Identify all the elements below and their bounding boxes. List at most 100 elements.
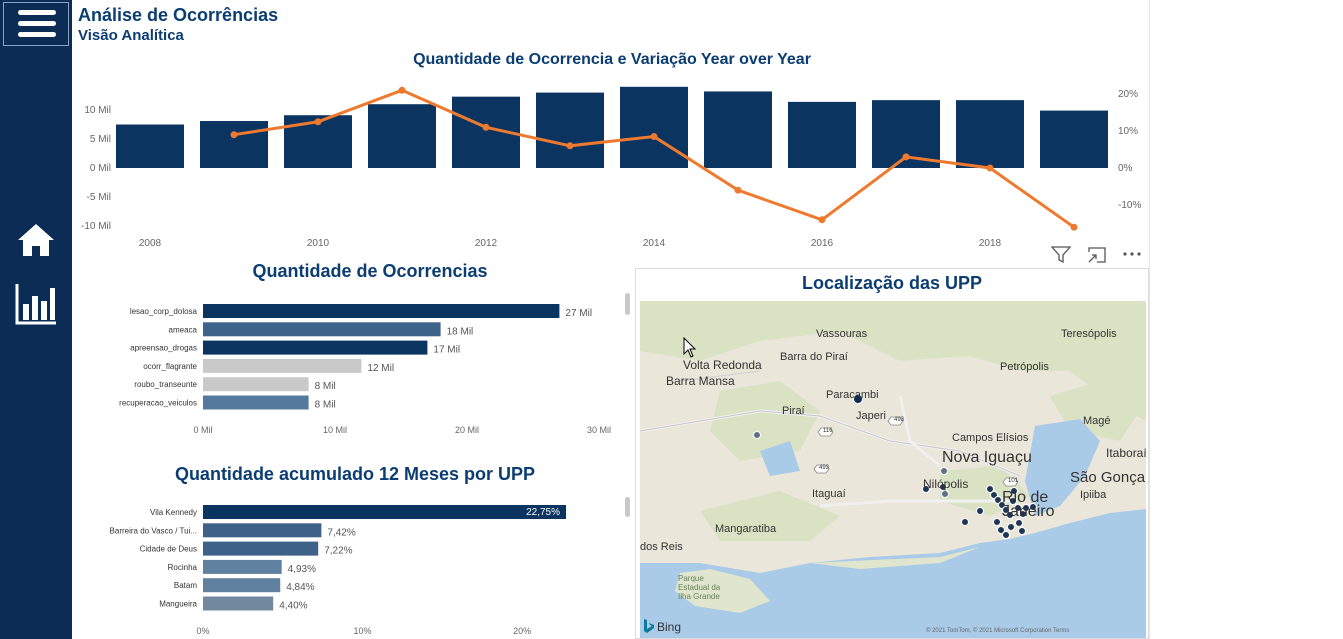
x-axis-tick: 20 Mil <box>455 425 479 435</box>
x-axis-tick: 2016 <box>811 238 834 249</box>
bar <box>203 505 567 519</box>
data-label: 7,42% <box>327 527 355 538</box>
map-label: Barra do Piraí <box>780 351 848 363</box>
map-label: Magé <box>1083 415 1111 427</box>
category-label: ameaca <box>169 325 198 334</box>
upp-chart-title: Quantidade acumulado 12 Meses por UPP <box>174 464 536 484</box>
upp-map[interactable]: Vassouras Teresópolis Volta Redonda Barr… <box>640 301 1146 638</box>
category-label: ocorr_flagrante <box>143 362 197 371</box>
map-attribution[interactable]: © 2021 TomTom, © 2021 Microsoft Corporat… <box>926 628 1070 634</box>
bar <box>1040 110 1108 168</box>
map-road-shield: 493 <box>894 417 905 423</box>
x-axis-tick: 2010 <box>307 238 330 249</box>
top-chart-title: Quantidade de Ocorrencia e Variação Year… <box>413 51 811 68</box>
yoy-point <box>650 133 658 141</box>
bar <box>620 86 688 168</box>
yoy-point <box>566 142 574 150</box>
data-label: 17 Mil <box>433 345 460 356</box>
map-label: Parque Estadual da Ilha Grande <box>678 574 721 601</box>
yoy-point <box>314 118 322 126</box>
bar <box>203 559 282 574</box>
left-axis-tick: -10 Mil <box>81 221 111 232</box>
map-road-shield: 101 <box>1008 478 1019 484</box>
category-label: Barreira do Vasco / Tui... <box>110 526 197 535</box>
filter-icon[interactable] <box>1050 246 1072 269</box>
home-icon[interactable] <box>14 220 58 265</box>
menu-icon[interactable] <box>3 2 69 46</box>
data-label: 4,40% <box>279 601 307 612</box>
data-label: 27 Mil <box>565 308 592 319</box>
category-label: Vila Kennedy <box>150 508 197 517</box>
bar <box>203 304 560 318</box>
upp-markers <box>753 394 1037 539</box>
data-label: 8 Mil <box>315 400 336 411</box>
x-axis-tick: 0% <box>196 626 209 636</box>
bar <box>956 100 1024 168</box>
canvas-divider <box>1149 0 1150 639</box>
yoy-point <box>734 186 742 194</box>
left-axis-tick: 10 Mil <box>84 105 111 116</box>
bar <box>788 101 856 168</box>
map-label: Campos Elísios <box>952 432 1029 444</box>
data-label: 4,93% <box>288 564 316 575</box>
x-axis-tick: 10 Mil <box>323 425 347 435</box>
occurrences-bar-chart: lesao_corp_dolosa 27 Mil ameaca 18 Mil apree… <box>119 304 611 435</box>
bar <box>116 124 184 168</box>
bar <box>203 596 274 611</box>
yoy-point <box>398 86 406 94</box>
category-label: Rocinha <box>168 563 198 572</box>
map-label: Vassouras <box>816 328 868 340</box>
category-label: Mangueira <box>159 600 197 609</box>
category-label: roubo_transeunte <box>134 380 197 389</box>
occurrences-chart-title: Quantidade de Ocorrencias <box>252 261 488 281</box>
bar <box>203 578 281 593</box>
data-label: 4,84% <box>286 582 314 593</box>
bing-logo-icon <box>642 618 656 638</box>
map-label: Piraí <box>782 405 805 417</box>
upp-scrollbar[interactable] <box>625 497 630 517</box>
yoy-point <box>902 153 910 161</box>
left-axis-tick: -5 Mil <box>87 192 111 203</box>
more-options-icon[interactable] <box>1122 246 1144 267</box>
data-label: 8 Mil <box>315 381 336 392</box>
map-label: Volta Redonda <box>683 358 762 372</box>
bar <box>203 523 322 538</box>
bing-label: Bing <box>657 620 682 634</box>
yoy-combo-chart: 10 Mil 5 Mil 0 Mil -5 Mil -10 Mil 20% 10% 0% -10… <box>81 86 1141 249</box>
map-label: Petrópolis <box>1000 361 1049 373</box>
yoy-point <box>986 164 994 172</box>
data-label: 18 Mil <box>447 326 474 337</box>
category-label: recuperacao_veiculos <box>119 399 197 408</box>
bar <box>203 322 441 337</box>
bar <box>203 377 309 392</box>
occurrences-scrollbar[interactable] <box>625 293 630 315</box>
bar <box>203 395 309 410</box>
x-axis-tick: 0 Mil <box>193 425 212 435</box>
map-label: Nova Iguaçu <box>942 449 1032 466</box>
x-axis-tick: 10% <box>354 626 372 636</box>
data-label: 7,22% <box>324 546 352 557</box>
category-label: apreensao_drogas <box>130 344 197 353</box>
sidebar <box>0 0 72 639</box>
yoy-point <box>818 216 826 224</box>
bar <box>200 121 268 168</box>
map-label: Mangaratiba <box>715 523 777 535</box>
data-label: 12 Mil <box>367 363 394 374</box>
map-label: Rio de Janeiro <box>1002 489 1055 520</box>
right-axis-tick: 0% <box>1118 163 1133 174</box>
bar <box>536 92 604 168</box>
map-label: Nilópolis <box>923 477 969 491</box>
right-axis-tick: 20% <box>1118 89 1138 100</box>
bar-chart-icon[interactable] <box>14 282 58 331</box>
bar <box>203 340 428 355</box>
page-subtitle: Visão Analítica <box>78 27 184 44</box>
right-axis-tick: 10% <box>1118 126 1138 137</box>
left-axis-tick: 5 Mil <box>90 134 111 145</box>
focus-mode-icon[interactable] <box>1087 246 1107 269</box>
map-label: Japeri <box>856 410 886 422</box>
category-label: Batam <box>174 581 197 590</box>
bar <box>203 358 362 373</box>
upp-bar-chart: Vila Kennedy 22,75% Barreira do Vasco / Tu… <box>110 505 567 636</box>
map-title: Localização das UPP <box>801 273 983 293</box>
x-axis-tick: 20% <box>513 626 531 636</box>
